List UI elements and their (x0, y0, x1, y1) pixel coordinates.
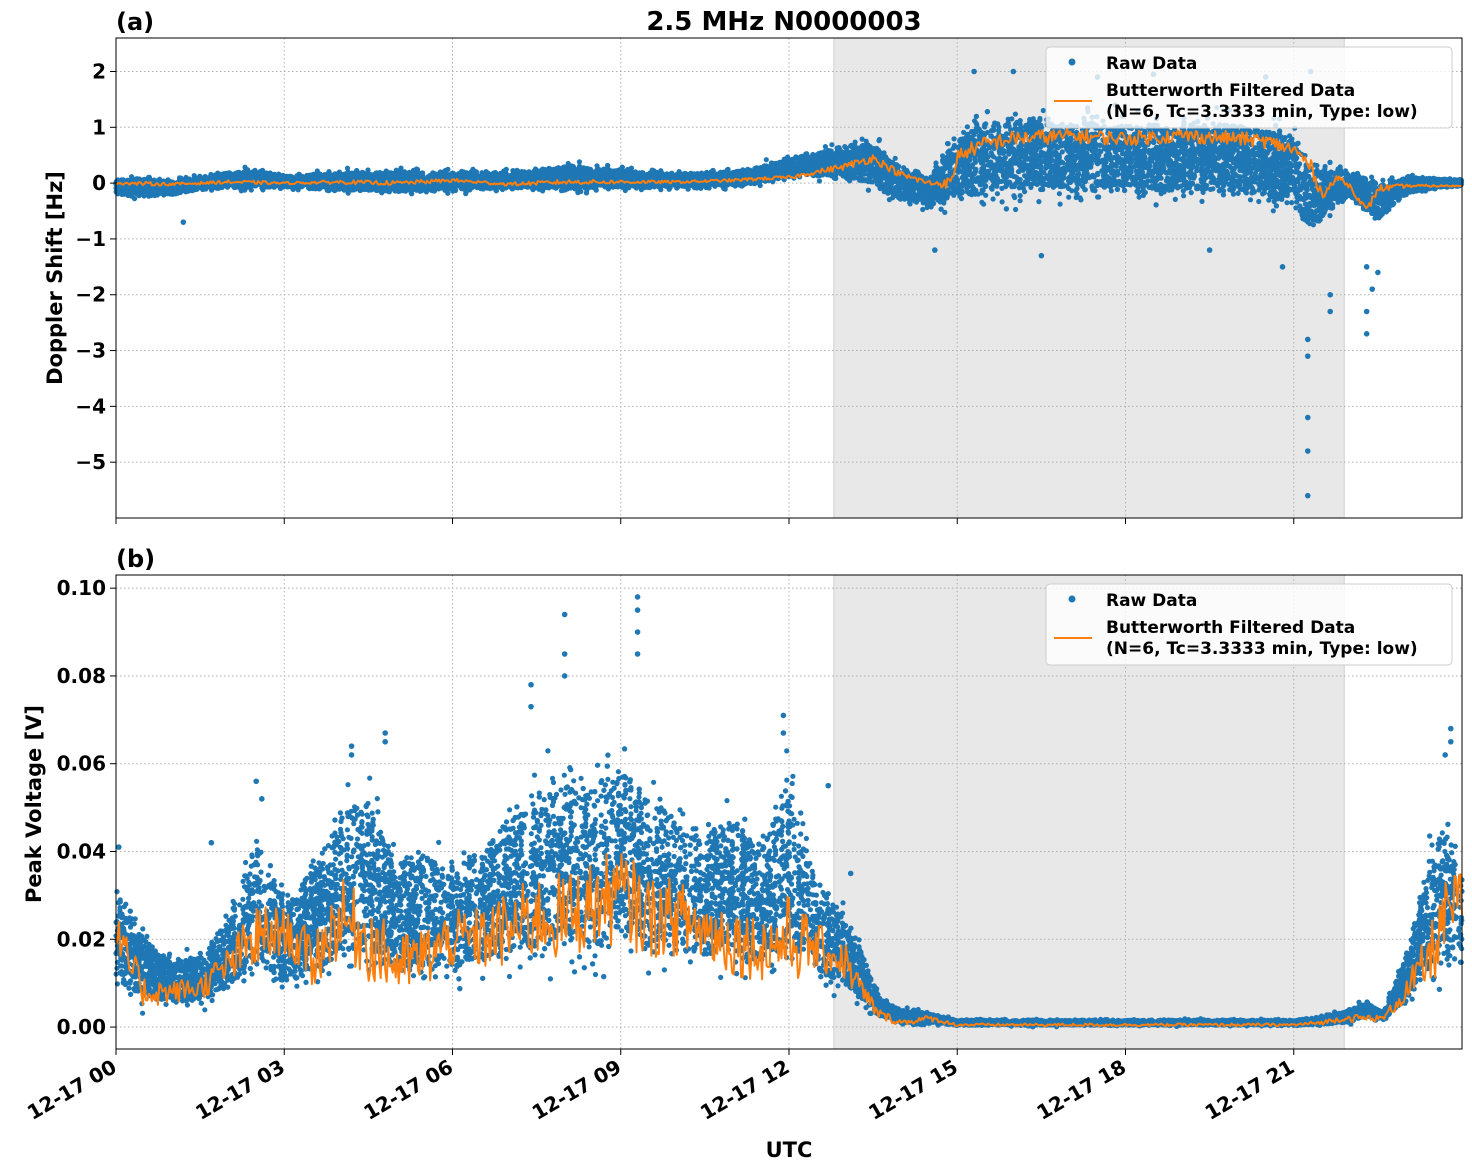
raw-data-point (1199, 199, 1204, 204)
raw-data-point (920, 207, 925, 212)
raw-data-point (1058, 202, 1063, 207)
raw-data-point (1018, 193, 1023, 198)
raw-data-point (577, 159, 582, 164)
raw-data-point (1380, 178, 1385, 183)
raw-data-point (1066, 195, 1071, 200)
raw-data-point (1289, 200, 1294, 205)
raw-data-point (1173, 197, 1178, 202)
raw-data-point (995, 191, 1000, 196)
raw-data-point (1057, 191, 1062, 196)
raw-data-point (1314, 163, 1319, 168)
raw-data-point (860, 137, 865, 142)
raw-data-point (1327, 213, 1332, 218)
raw-data-point (1036, 199, 1041, 204)
raw-data-point (1011, 193, 1016, 198)
raw-data-point (979, 200, 984, 205)
raw-data-point (951, 136, 956, 141)
raw-data-point (1248, 197, 1253, 202)
raw-data-point (1013, 207, 1018, 212)
raw-data-point (1271, 208, 1276, 213)
raw-data-point (989, 150, 994, 155)
raw-data-point (1060, 149, 1065, 154)
raw-data-point (1013, 112, 1018, 117)
raw-data-point (817, 178, 822, 183)
raw-data-point (1284, 200, 1289, 205)
raw-data-point (991, 196, 996, 201)
raw-data-point (1041, 108, 1046, 113)
raw-data-point (1189, 190, 1194, 195)
raw-data-point (877, 137, 882, 142)
